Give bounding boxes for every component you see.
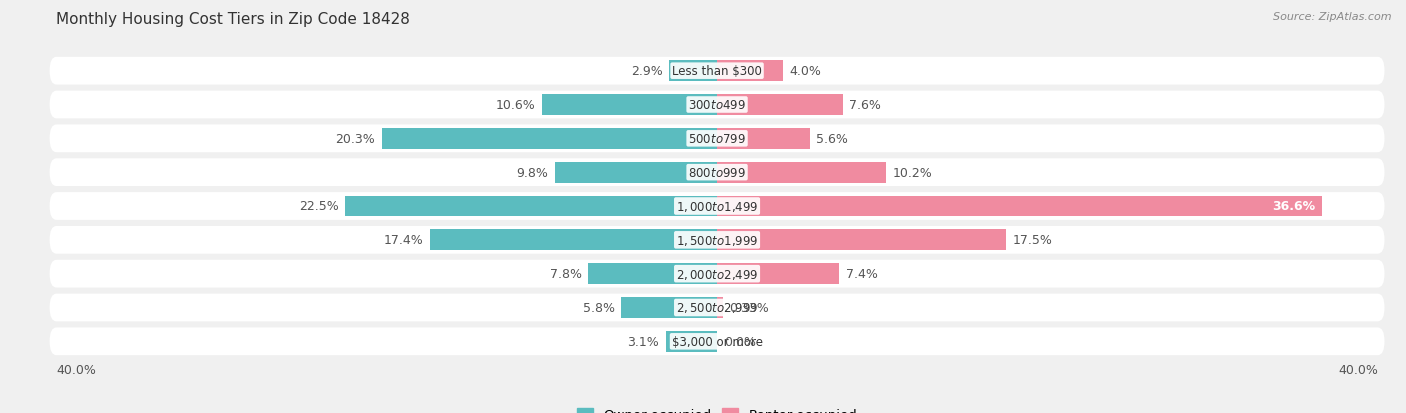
Bar	[717, 263, 839, 285]
Bar	[717, 95, 842, 116]
Text: Less than $300: Less than $300	[672, 65, 762, 78]
Text: 20.3%: 20.3%	[336, 133, 375, 145]
Bar	[621, 297, 717, 318]
Text: 17.4%: 17.4%	[384, 234, 423, 247]
Legend: Owner-occupied, Renter-occupied: Owner-occupied, Renter-occupied	[572, 402, 862, 413]
Text: 4.0%: 4.0%	[790, 65, 821, 78]
Text: $3,000 or more: $3,000 or more	[672, 335, 762, 348]
FancyBboxPatch shape	[49, 58, 1385, 85]
Text: 2.9%: 2.9%	[631, 65, 662, 78]
FancyBboxPatch shape	[49, 260, 1385, 288]
Text: 7.4%: 7.4%	[846, 268, 877, 280]
Bar	[666, 331, 717, 352]
FancyBboxPatch shape	[49, 91, 1385, 119]
FancyBboxPatch shape	[49, 328, 1385, 355]
FancyBboxPatch shape	[49, 226, 1385, 254]
Text: 5.6%: 5.6%	[815, 133, 848, 145]
FancyBboxPatch shape	[49, 159, 1385, 187]
Bar	[669, 61, 717, 82]
Bar	[717, 196, 1322, 217]
Text: $1,000 to $1,499: $1,000 to $1,499	[676, 199, 758, 214]
Text: $500 to $799: $500 to $799	[688, 133, 747, 145]
Text: 40.0%: 40.0%	[1339, 363, 1378, 376]
Text: 17.5%: 17.5%	[1012, 234, 1053, 247]
Text: $800 to $999: $800 to $999	[688, 166, 747, 179]
Bar	[555, 162, 717, 183]
FancyBboxPatch shape	[49, 294, 1385, 322]
Bar	[588, 263, 717, 285]
Text: 7.6%: 7.6%	[849, 99, 882, 112]
Bar	[346, 196, 717, 217]
Text: 10.2%: 10.2%	[893, 166, 932, 179]
Text: 7.8%: 7.8%	[550, 268, 582, 280]
Text: $2,500 to $2,999: $2,500 to $2,999	[676, 301, 758, 315]
Text: $2,000 to $2,499: $2,000 to $2,499	[676, 267, 758, 281]
Bar	[717, 61, 783, 82]
Bar	[430, 230, 717, 251]
Text: 10.6%: 10.6%	[495, 99, 536, 112]
FancyBboxPatch shape	[49, 125, 1385, 153]
Text: 5.8%: 5.8%	[582, 301, 614, 314]
Bar	[717, 297, 723, 318]
Text: 40.0%: 40.0%	[56, 363, 96, 376]
Text: 36.6%: 36.6%	[1272, 200, 1315, 213]
FancyBboxPatch shape	[49, 192, 1385, 221]
Text: Monthly Housing Cost Tiers in Zip Code 18428: Monthly Housing Cost Tiers in Zip Code 1…	[56, 12, 411, 27]
Text: 9.8%: 9.8%	[516, 166, 548, 179]
Text: 0.0%: 0.0%	[724, 335, 755, 348]
Text: 22.5%: 22.5%	[299, 200, 339, 213]
Text: Source: ZipAtlas.com: Source: ZipAtlas.com	[1274, 12, 1392, 22]
Bar	[717, 128, 810, 150]
Bar	[381, 128, 717, 150]
Text: 3.1%: 3.1%	[627, 335, 659, 348]
Bar	[717, 162, 886, 183]
Bar	[717, 230, 1007, 251]
Bar	[541, 95, 717, 116]
Text: $300 to $499: $300 to $499	[688, 99, 747, 112]
Text: 0.33%: 0.33%	[730, 301, 769, 314]
Text: $1,500 to $1,999: $1,500 to $1,999	[676, 233, 758, 247]
